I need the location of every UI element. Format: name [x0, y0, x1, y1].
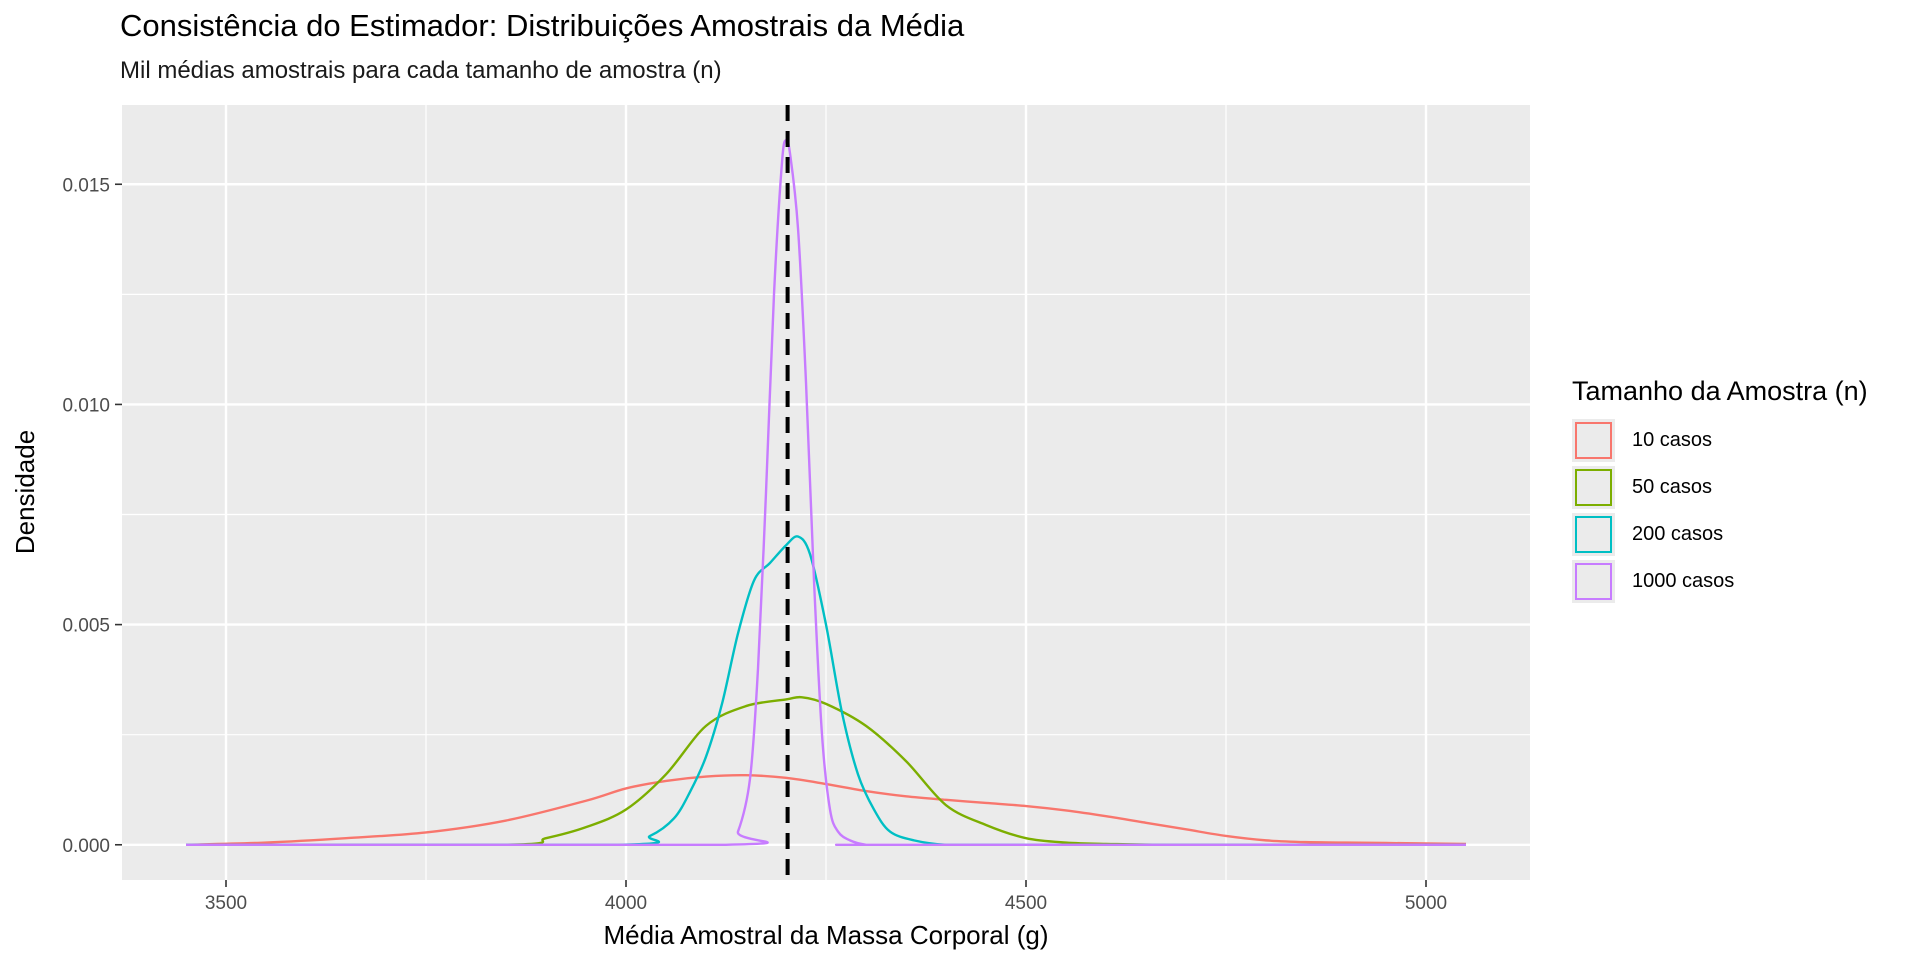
series-layer — [185, 138, 1467, 846]
x-axis-title: Média Amostral da Massa Corporal (g) — [603, 920, 1048, 950]
series-line-50-casos — [185, 695, 1466, 846]
y-tick-label: 0.005 — [62, 616, 110, 637]
legend-key — [1572, 560, 1615, 603]
x-tick-label: 4000 — [605, 893, 647, 914]
legend-item-200: 200 casos — [1572, 511, 1868, 558]
legend-label: 10 casos — [1632, 429, 1713, 451]
legend-item-1000: 1000 casos — [1572, 558, 1868, 605]
x-tick-label: 4500 — [1005, 893, 1047, 914]
legend-label: 50 casos — [1632, 476, 1713, 498]
y-tick-label: 0.000 — [62, 836, 110, 857]
axis-layer: 3500 4000 4500 5000 0.000 0.005 0.010 0.015 — [62, 175, 1447, 914]
chart-subtitle: Mil médias amostrais para cada tamanho d… — [120, 57, 722, 84]
legend-item-50: 50 casos — [1572, 464, 1868, 511]
x-tick-label: 5000 — [1405, 893, 1447, 914]
legend-label: 200 casos — [1632, 523, 1724, 545]
legend-label: 1000 casos — [1632, 570, 1735, 592]
y-tick-label: 0.010 — [62, 395, 110, 416]
y-tick-label: 0.015 — [62, 175, 110, 196]
minor-grid — [122, 105, 1530, 880]
legend-key — [1572, 513, 1615, 556]
legend: Tamanho da Amostra (n) 10 casos 50 casos… — [1572, 376, 1868, 605]
legend-key — [1572, 419, 1615, 462]
legend-item-10: 10 casos — [1572, 417, 1868, 464]
y-axis-title: Densidade — [10, 430, 40, 554]
chart-title: Consistência do Estimador: Distribuições… — [120, 8, 965, 43]
x-tick-label: 3500 — [205, 893, 247, 914]
legend-key — [1572, 466, 1615, 509]
legend-title: Tamanho da Amostra (n) — [1572, 376, 1868, 406]
series-line-1000-casos — [185, 138, 1466, 846]
series-line-10-casos — [185, 773, 1467, 846]
